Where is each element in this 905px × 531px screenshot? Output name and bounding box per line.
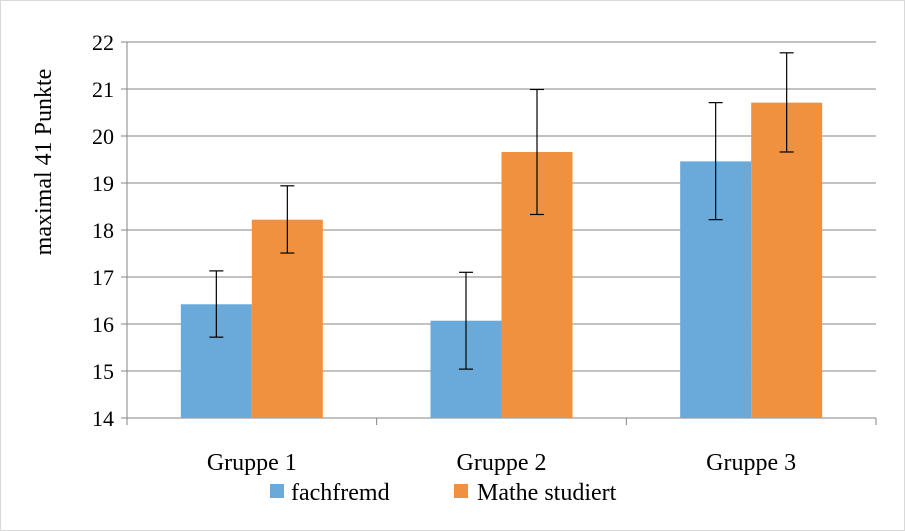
legend-label: Mathe studiert [477, 480, 617, 506]
y-tick-label: 22 [92, 30, 114, 55]
y-tick-label: 16 [92, 312, 114, 337]
y-tick-label: 20 [92, 124, 114, 149]
legend-swatch [454, 484, 468, 498]
error-bars [209, 52, 794, 370]
y-tick-label: 18 [92, 218, 114, 243]
x-category-label: Gruppe 1 [207, 450, 297, 476]
y-tick-label: 15 [92, 359, 114, 384]
bars [180, 102, 823, 419]
y-tick-label: 14 [92, 406, 114, 431]
x-category-label: Gruppe 2 [457, 450, 547, 476]
legend-swatch [270, 484, 284, 498]
y-axis-title: maximal 41 Punkte [31, 69, 57, 256]
legend: fachfremd Mathe studiert [270, 480, 617, 506]
x-category-label: Gruppe 3 [706, 450, 796, 476]
y-tick-label: 19 [92, 171, 114, 196]
legend-label: fachfremd [291, 480, 390, 506]
y-tick-label: 17 [92, 265, 114, 290]
labels: 14 15 16 17 18 19 20 21 22 Gruppe 1 Gruppe 2 Gruppe… [92, 30, 796, 476]
y-tick-label: 21 [92, 77, 114, 102]
bar [751, 102, 823, 418]
